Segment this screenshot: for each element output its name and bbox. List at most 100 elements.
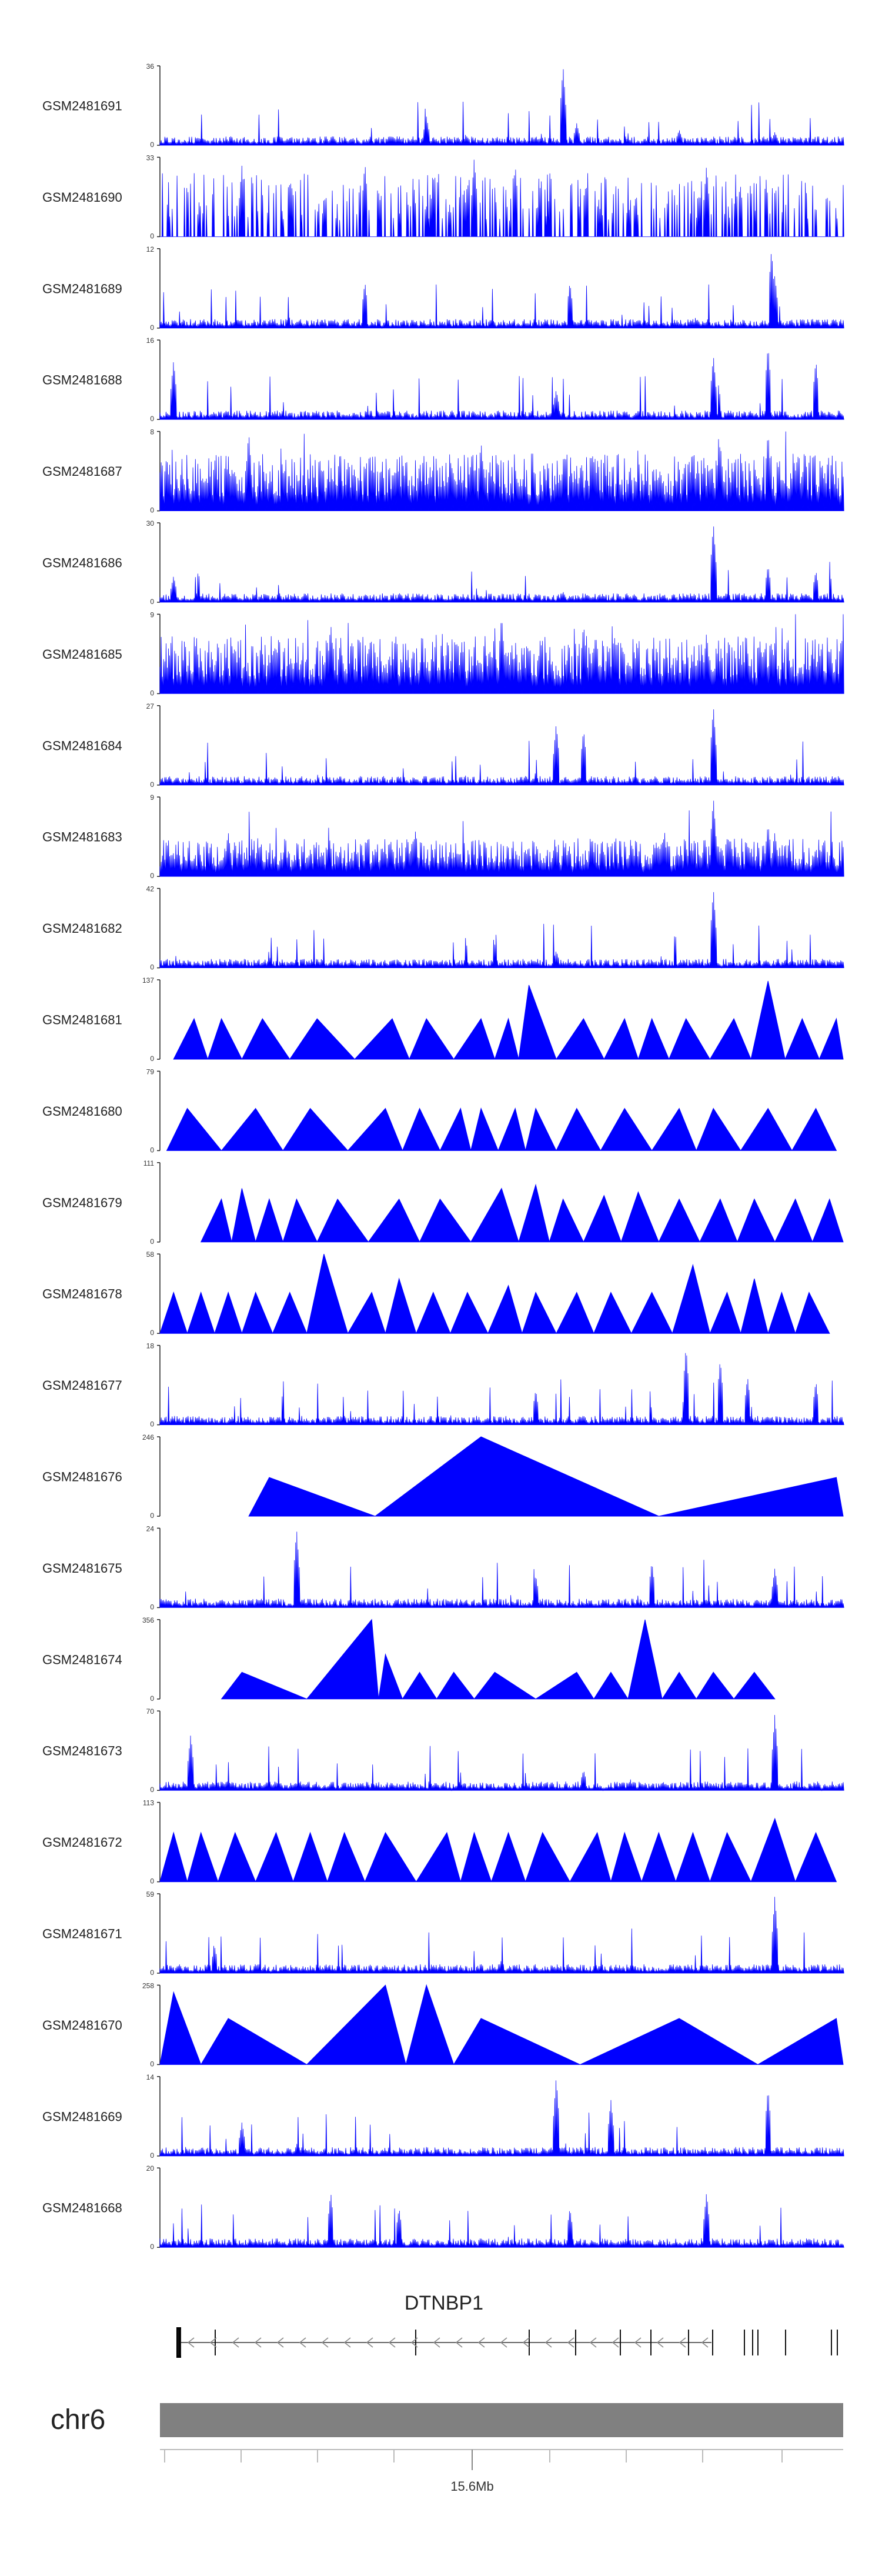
strand-arrow	[366, 2337, 373, 2348]
track-label: GSM2481686	[42, 556, 122, 570]
track-ymin-label: 0	[150, 141, 154, 149]
track-label: GSM2481671	[42, 1927, 122, 1941]
track-ymin-label: 0	[150, 1511, 154, 1520]
track-ymin-label: 0	[150, 1877, 154, 1886]
coverage-area	[173, 980, 844, 1060]
track-ymax-label: 9	[150, 610, 154, 619]
track-ymax-label: 356	[142, 1616, 154, 1624]
track-ymax-label: 137	[142, 976, 154, 985]
gene-name-label: DTNBP1	[405, 2292, 483, 2314]
coverage-area	[159, 69, 844, 146]
track-ymin-label: 0	[150, 2243, 154, 2251]
track-ymax-label: 9	[150, 793, 154, 802]
track-ymax-label: 113	[143, 1799, 154, 1807]
track-ymin-label: 0	[150, 1968, 154, 1977]
coverage-tracks: GSM2481691360GSM2481690330GSM2481689120G…	[42, 62, 844, 2251]
track-ymax-label: 258	[142, 1981, 154, 1990]
track-ymax-label: 20	[146, 2164, 155, 2173]
strand-arrow	[500, 2337, 507, 2348]
track-label: GSM2481675	[42, 1561, 122, 1576]
track-gsm2481683: GSM2481683 9 0	[42, 793, 844, 880]
coverage-area	[248, 1436, 844, 1517]
coverage-area	[159, 526, 844, 603]
track-gsm2481685: GSM2481685 9 0	[42, 610, 844, 697]
track-ymax-label: 246	[142, 1433, 154, 1442]
coverage-area	[159, 353, 844, 420]
track-ymax-label: 30	[146, 519, 155, 528]
track-gsm2481676: GSM2481676 246 0	[42, 1433, 844, 1520]
track-gsm2481670: GSM2481670 258 0	[42, 1981, 844, 2068]
track-ymin-label: 0	[150, 689, 154, 697]
track-ymin-label: 0	[150, 415, 154, 423]
strand-arrow	[589, 2337, 597, 2348]
chromosome-label: chr6	[51, 2404, 105, 2435]
track-gsm2481669: GSM2481669 14 0	[42, 2073, 844, 2160]
coverage-area	[159, 614, 844, 694]
track-label: GSM2481683	[42, 830, 122, 845]
coverage-area	[159, 2194, 844, 2248]
strand-arrow	[343, 2337, 351, 2348]
strand-arrow	[612, 2337, 619, 2348]
track-ymax-label: 16	[146, 336, 155, 345]
track-label: GSM2481689	[42, 281, 122, 296]
track-gsm2481677: GSM2481677 18 0	[42, 1342, 844, 1429]
strand-arrow	[410, 2337, 418, 2348]
track-ymin-label: 0	[150, 1146, 154, 1154]
strand-arrow	[209, 2337, 217, 2348]
coverage-area	[159, 709, 844, 786]
track-ymin-label: 0	[150, 232, 154, 240]
track-label: GSM2481691	[42, 99, 122, 114]
track-ymax-label: 33	[146, 154, 155, 162]
strand-arrow	[701, 2337, 709, 2348]
track-label: GSM2481676	[42, 1470, 122, 1484]
track-ymin-label: 0	[150, 1603, 154, 1611]
coverage-area	[220, 1619, 776, 1700]
strand-arrow	[232, 2337, 239, 2348]
track-label: GSM2481668	[42, 2201, 122, 2215]
track-label: GSM2481688	[42, 373, 122, 388]
chromosome-band	[160, 2403, 843, 2437]
track-gsm2481687: GSM2481687 8 0	[42, 428, 844, 515]
coverage-area	[200, 1183, 844, 1243]
track-label: GSM2481681	[42, 1013, 122, 1027]
track-ymax-label: 42	[146, 885, 155, 893]
track-ymin-label: 0	[150, 1329, 154, 1337]
strand-arrow	[522, 2337, 530, 2348]
track-ymax-label: 14	[146, 2073, 155, 2081]
track-gsm2481675: GSM2481675 24 0	[42, 1524, 844, 1611]
track-label: GSM2481678	[42, 1287, 122, 1302]
track-label: GSM2481670	[42, 2018, 122, 2033]
strand-arrow	[455, 2337, 463, 2348]
strand-arrow	[679, 2337, 686, 2348]
track-gsm2481674: GSM2481674 356 0	[42, 1616, 776, 1703]
coverage-area	[159, 1817, 837, 1883]
coverage-area	[159, 1714, 844, 1791]
strand-arrow	[477, 2337, 485, 2348]
coverage-area	[159, 431, 844, 511]
genome-axis-tick-label: 15.6Mb	[450, 2479, 493, 2494]
track-ymax-label: 58	[146, 1250, 155, 1259]
track-ymax-label: 59	[146, 1890, 155, 1898]
track-gsm2481686: GSM2481686 30 0	[42, 519, 844, 606]
strand-arrow	[299, 2337, 306, 2348]
track-ymin-label: 0	[150, 1786, 154, 1794]
track-gsm2481668: GSM2481668 20 0	[42, 2164, 844, 2251]
track-ymax-label: 36	[146, 62, 155, 71]
track-ymax-label: 8	[150, 428, 154, 436]
gene-model: DTNBP1	[176, 2292, 838, 2358]
strand-arrow	[544, 2337, 552, 2348]
track-gsm2481684: GSM2481684 27 0	[42, 702, 844, 789]
track-label: GSM2481690	[42, 190, 122, 205]
coverage-area	[159, 2080, 844, 2157]
strand-arrow	[321, 2337, 329, 2348]
track-ymax-label: 12	[146, 245, 155, 253]
track-label: GSM2481677	[42, 1378, 122, 1393]
track-ymax-label: 18	[146, 1342, 155, 1350]
coverage-area	[160, 159, 844, 237]
strand-arrow	[656, 2337, 664, 2348]
track-ymax-label: 111	[143, 1159, 155, 1167]
track-ymax-label: 79	[146, 1067, 155, 1076]
track-label: GSM2481672	[42, 1835, 122, 1850]
track-ymax-label: 70	[146, 1707, 155, 1716]
track-gsm2481680: GSM2481680 79 0	[42, 1067, 837, 1154]
